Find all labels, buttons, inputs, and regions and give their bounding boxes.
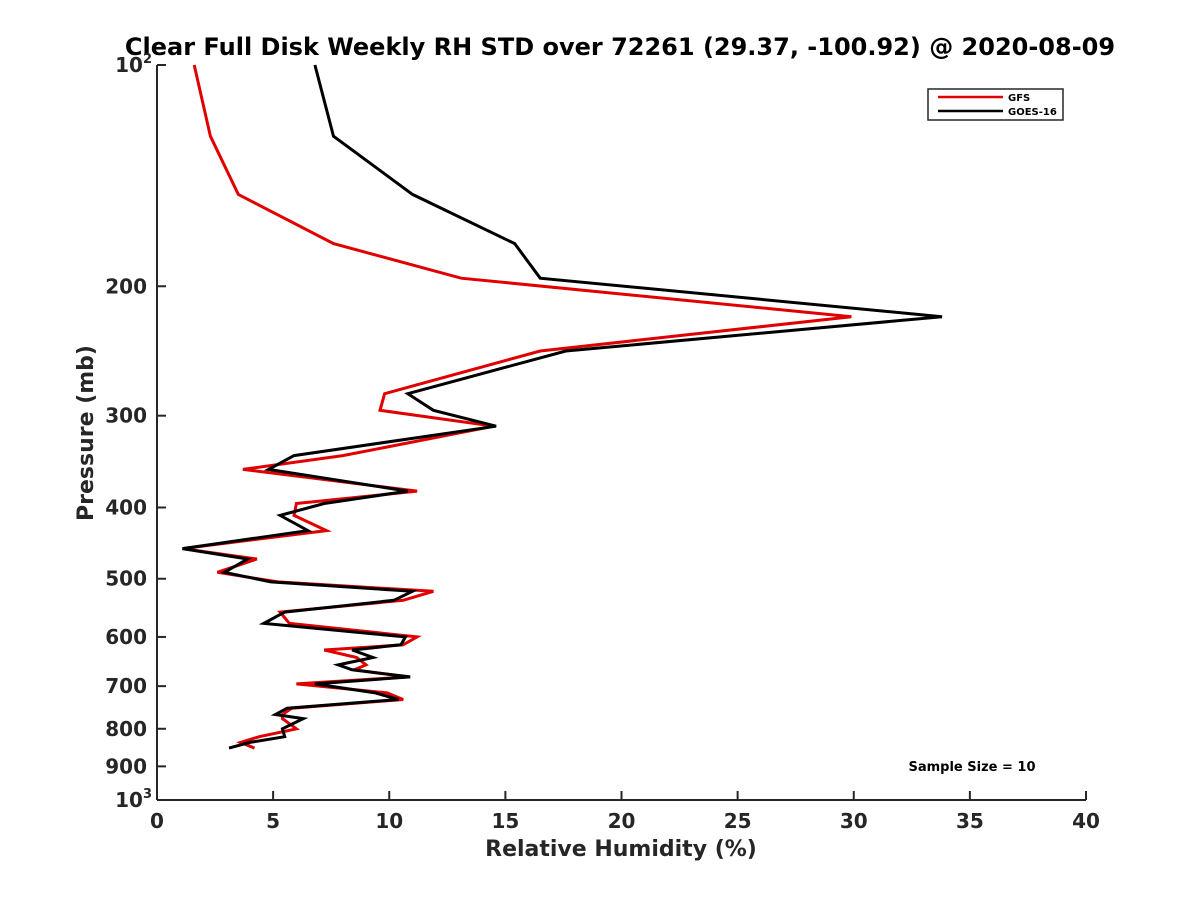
y-tick-label: 900 <box>105 754 147 778</box>
y-tick-label: 800 <box>105 717 147 741</box>
x-tick-label: 20 <box>608 809 636 833</box>
y-tick-label: 103 <box>115 787 152 812</box>
chart-title: Clear Full Disk Weekly RH STD over 72261… <box>125 33 1115 61</box>
y-tick-exponent: 3 <box>143 787 152 802</box>
series-layer <box>182 64 943 750</box>
y-axis-label: Pressure (mb) <box>74 345 99 521</box>
x-tick-label: 15 <box>491 809 519 833</box>
x-tick-label: 10 <box>375 809 403 833</box>
x-tick-label: 30 <box>840 809 868 833</box>
y-tick-label: 300 <box>105 404 147 428</box>
y-tick-label: 400 <box>105 496 147 520</box>
x-tick-label: 0 <box>150 809 164 833</box>
legend-label-goes16: GOES-16 <box>1008 107 1057 118</box>
legend-box <box>927 88 1064 121</box>
y-tick-label: 102 <box>115 52 152 77</box>
x-tick-label: 5 <box>266 809 280 833</box>
x-tick-label: 40 <box>1072 809 1100 833</box>
x-ticks: 0 5 10 15 20 25 30 35 40 <box>150 791 1100 833</box>
legend: GFS GOES-16 <box>927 88 1064 121</box>
y-tick-label: 700 <box>105 674 147 698</box>
legend-label-gfs: GFS <box>1008 93 1030 104</box>
sample-size-annotation: Sample Size = 10 <box>908 760 1035 775</box>
x-axis-label: Relative Humidity (%) <box>485 837 757 862</box>
y-tick-label: 500 <box>105 567 147 591</box>
x-tick-label: 35 <box>956 809 984 833</box>
y-tick-label: 600 <box>105 625 147 649</box>
x-tick-label: 25 <box>724 809 752 833</box>
series-line-goes16 <box>182 64 943 750</box>
y-tick-base: 10 <box>115 53 143 77</box>
y-tick-label: 200 <box>105 274 147 298</box>
y-tick-exponent: 2 <box>143 52 152 67</box>
y-tick-base: 10 <box>115 788 143 812</box>
